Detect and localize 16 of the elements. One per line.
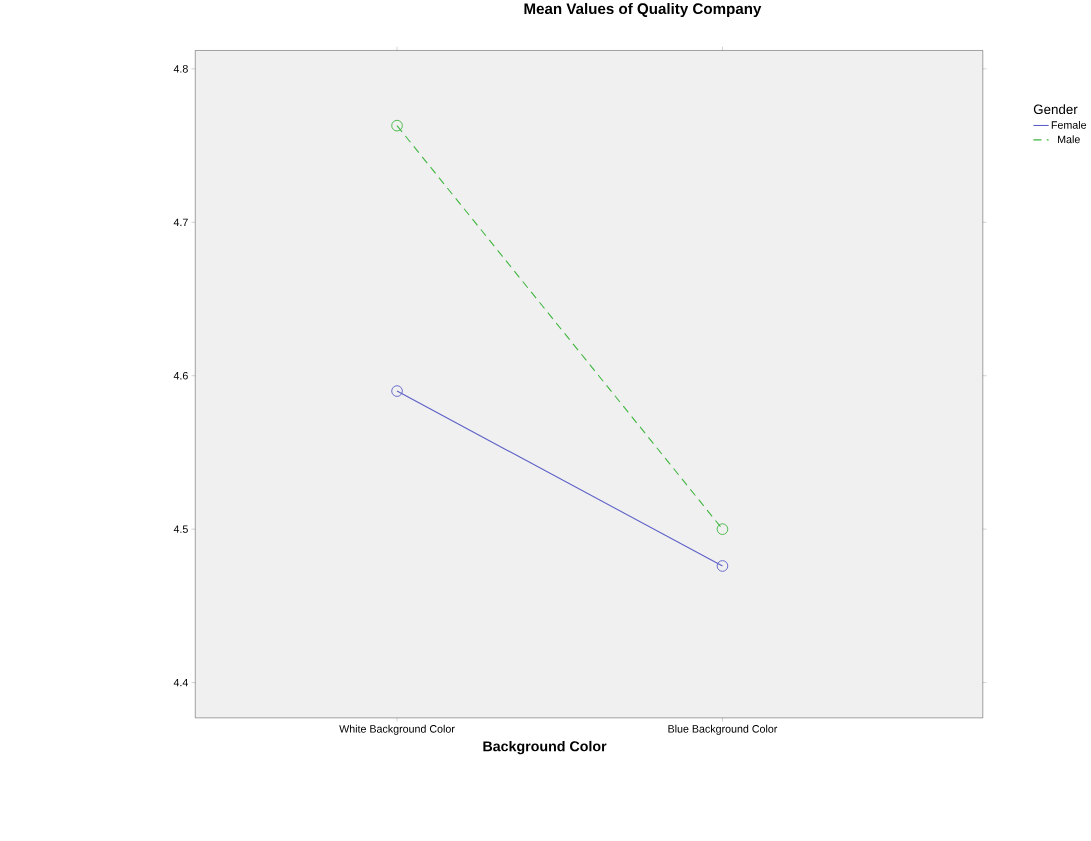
y-tick-label: 4.5 xyxy=(173,525,188,534)
legend-title: Gender xyxy=(1033,104,1078,115)
y-tick-label: 4.6 xyxy=(173,372,188,380)
chart-title: Mean Values of Quality Company xyxy=(524,3,762,18)
y-tick-label: 4.8 xyxy=(173,65,188,73)
y-tick-label: 4.7 xyxy=(173,218,188,227)
legend-label: Male xyxy=(1058,135,1080,144)
point xyxy=(391,385,403,398)
x-axis-title: Background Color xyxy=(483,741,607,755)
legend-label: Female xyxy=(1051,121,1087,129)
point xyxy=(391,120,403,132)
x-tick-label: Blue Background Color xyxy=(668,725,778,735)
y-tick-label: 4.4 xyxy=(173,679,189,687)
point xyxy=(716,523,729,536)
point xyxy=(716,560,729,572)
x-tick-label: White Background Color xyxy=(339,725,455,735)
